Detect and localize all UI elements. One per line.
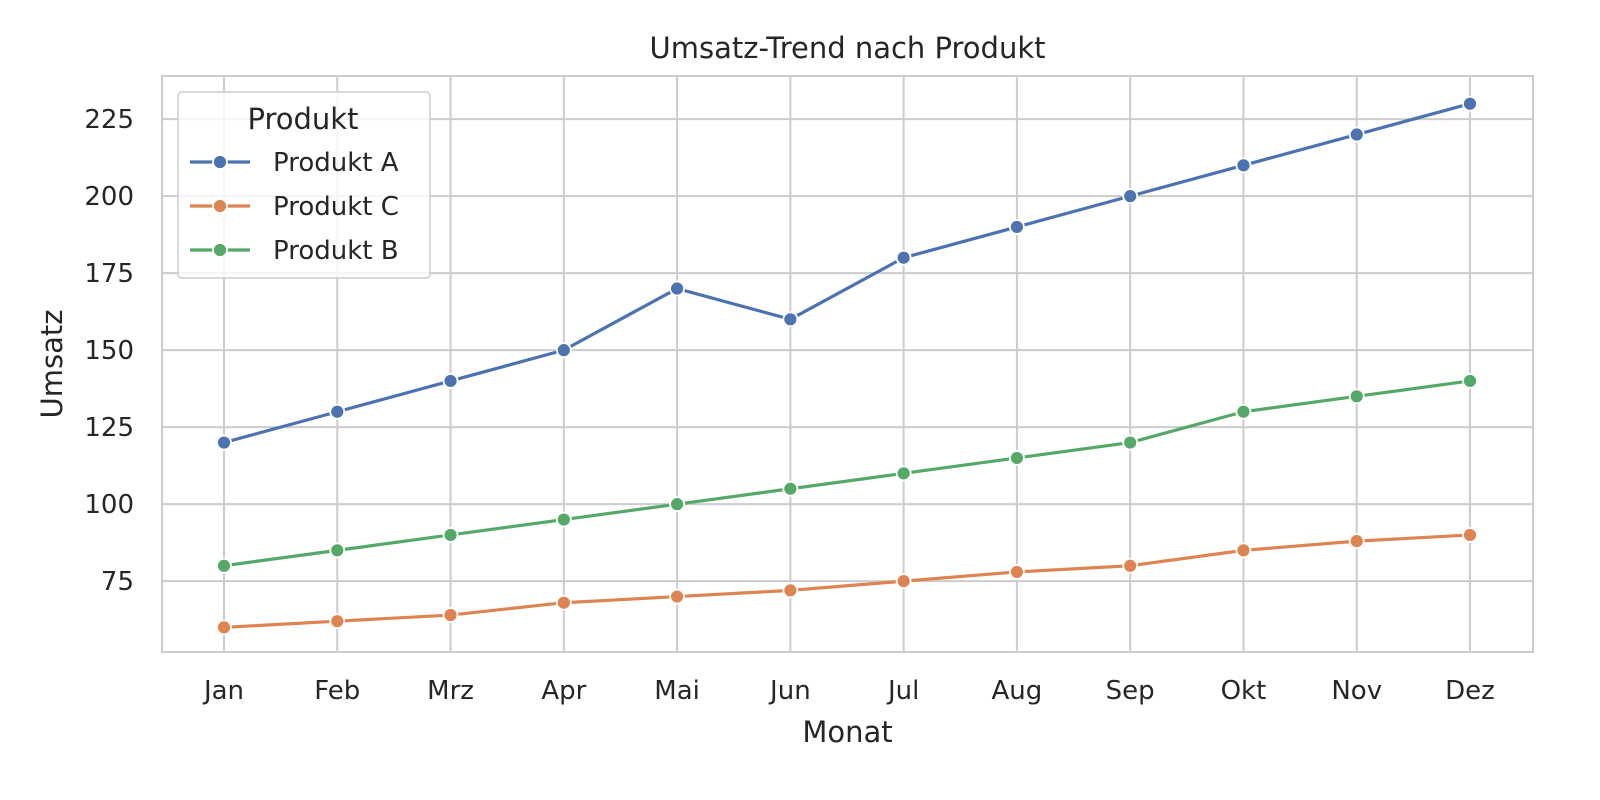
y-axis-title: Umsatz — [35, 310, 69, 419]
data-point — [1009, 219, 1025, 235]
data-point — [782, 582, 799, 599]
y-tick-label: 175 — [84, 259, 134, 289]
data-point — [1235, 157, 1252, 174]
data-point — [1348, 126, 1365, 143]
y-tick-label: 150 — [84, 336, 134, 366]
legend-item: Produkt A — [190, 148, 399, 178]
x-axis-title: Monat — [802, 715, 892, 749]
x-tick-label: Jul — [886, 676, 919, 706]
x-tick-label: Jan — [202, 676, 244, 706]
data-point — [1462, 373, 1478, 389]
data-point — [782, 480, 799, 497]
series-produkt-b — [216, 373, 1478, 574]
data-point — [782, 311, 799, 328]
legend-swatch-marker — [212, 198, 228, 214]
x-tick-label: Nov — [1331, 676, 1382, 706]
data-point — [442, 607, 459, 623]
x-tick-label: Apr — [541, 676, 586, 706]
legend-title: Produkt — [248, 102, 359, 136]
data-point — [216, 434, 232, 451]
x-tick-label: Dez — [1445, 676, 1495, 706]
legend-label: Produkt B — [273, 236, 399, 266]
legend-box — [177, 91, 431, 279]
data-point — [895, 249, 912, 266]
y-tick-labels: 75 100 125 150 175 200 225 — [84, 105, 134, 597]
data-point — [1462, 95, 1478, 112]
x-tick-label: Sep — [1106, 676, 1155, 706]
legend-item: Produkt C — [190, 192, 399, 222]
x-tick-labels: Jan Feb Mrz Apr Mai Jun Jul Aug Sep Okt Nov Dez — [202, 676, 1495, 706]
x-tick-label: Jun — [768, 676, 811, 706]
x-tick-label: Aug — [992, 676, 1043, 706]
legend-label: Produkt A — [273, 148, 399, 178]
data-point — [442, 373, 459, 389]
data-point — [895, 573, 912, 590]
data-point — [329, 613, 346, 630]
legend: Produkt Produkt A Produkt C Produkt B — [177, 91, 431, 279]
series-layer — [216, 95, 1478, 636]
x-tick-label: Mai — [654, 676, 700, 706]
data-point — [669, 280, 685, 297]
data-point — [216, 619, 232, 636]
data-point — [1462, 527, 1478, 543]
data-point — [1122, 434, 1139, 451]
data-point — [216, 557, 232, 574]
data-point — [1122, 557, 1139, 574]
data-point — [1009, 450, 1025, 466]
legend-items: Produkt A Produkt C Produkt B — [190, 148, 399, 266]
x-tick-label: Feb — [314, 676, 360, 706]
series-produkt-a — [216, 95, 1478, 451]
data-point — [1235, 542, 1252, 559]
chart-title: Umsatz-Trend nach Produkt — [650, 31, 1046, 65]
data-point — [555, 511, 572, 528]
series-line — [222, 533, 1472, 629]
series-produkt-c — [216, 527, 1478, 636]
y-tick-label: 225 — [84, 105, 134, 135]
x-tick-label: Mrz — [427, 676, 474, 706]
series-line — [222, 379, 1472, 568]
data-point — [1348, 388, 1365, 405]
plot-frame — [161, 75, 1534, 653]
data-point — [329, 542, 346, 559]
data-point — [895, 465, 912, 482]
y-tick-label: 100 — [84, 490, 134, 520]
y-tick-label: 125 — [84, 413, 134, 443]
data-point — [442, 527, 459, 543]
grid — [162, 76, 1533, 652]
data-point — [1009, 564, 1025, 580]
legend-swatch-marker — [212, 154, 228, 170]
data-point — [555, 342, 572, 359]
legend-swatch-marker — [212, 242, 228, 258]
data-point — [1235, 403, 1252, 420]
y-tick-label: 75 — [101, 567, 134, 597]
legend-item: Produkt B — [190, 236, 399, 266]
data-point — [1348, 533, 1365, 550]
data-point — [1122, 188, 1139, 205]
data-point — [669, 496, 685, 513]
x-tick-label: Okt — [1221, 676, 1267, 706]
y-tick-label: 200 — [84, 182, 134, 212]
series-line — [222, 102, 1472, 445]
legend-label: Produkt C — [273, 192, 399, 222]
data-point — [329, 403, 346, 420]
data-point — [555, 594, 572, 611]
data-point — [669, 588, 685, 605]
